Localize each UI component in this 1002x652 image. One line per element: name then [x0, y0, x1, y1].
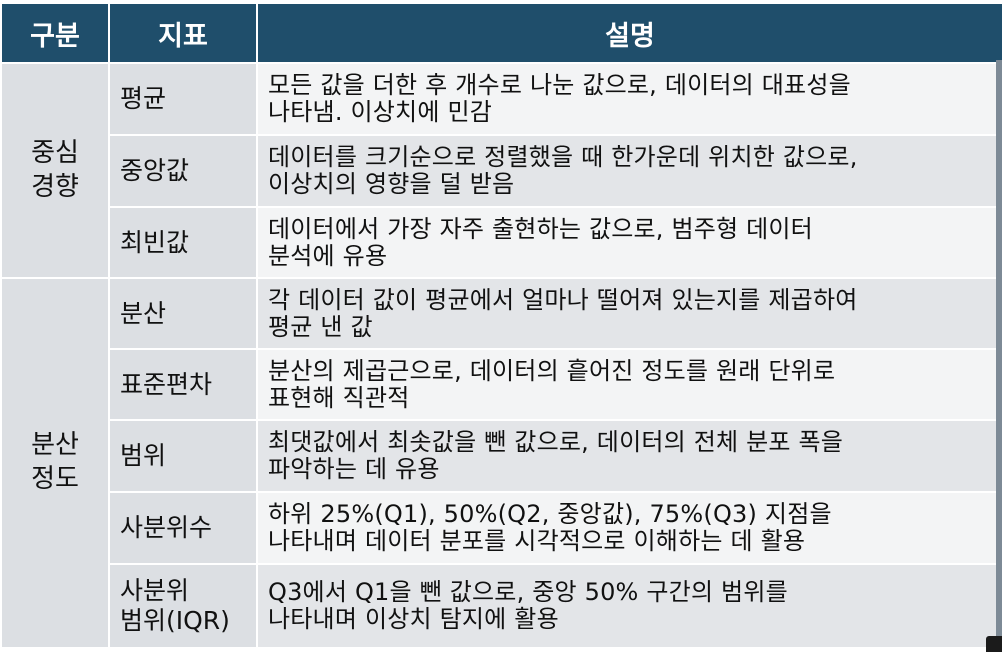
- description-line: 하위 25%(Q1), 50%(Q2, 중앙값), 75%(Q3) 지점을: [268, 500, 832, 528]
- category-central-tendency: 중심 경향: [0, 62, 110, 279]
- indicator-cell: 표준편차: [108, 348, 258, 421]
- table-row: 중앙값 데이터를 크기순으로 정렬했을 때 한가운데 위치한 값으로, 이상치의…: [1, 134, 1002, 208]
- description-line: 분산의 제곱근으로, 데이터의 흩어진 정도를 원래 단위로: [268, 356, 836, 385]
- header-description: 설명: [256, 2, 1002, 64]
- description-line: 최댓값에서 최솟값을 뺀 값으로, 데이터의 전체 분포 폭을: [268, 428, 844, 456]
- description-line: 모든 값을 더한 후 개수로 나눈 값으로, 데이터의 대표성을: [268, 71, 851, 99]
- indicator-label: 분산: [120, 298, 167, 328]
- description-line: 파악하는 데 유용: [268, 455, 440, 483]
- indicator-label: 범위: [120, 441, 167, 470]
- description-line: Q3에서 Q1을 뺀 값으로, 중앙 50% 구간의 범위를: [268, 578, 788, 606]
- table-row: 중심 경향 평균 모든 값을 더한 후 개수로 나눈 값으로, 데이터의 대표성…: [0, 62, 1002, 279]
- table-row: 분산 정도 분산 각 데이터 값이 평균에서 얼마나 떨어져 있는지를 제곱하여…: [0, 277, 1002, 649]
- header-category: 구분: [0, 2, 110, 64]
- indicator-cell: 범위: [108, 419, 258, 493]
- description-cell: 분산의 제곱근으로, 데이터의 흩어진 정도를 원래 단위로 표현해 직관적: [256, 348, 1002, 421]
- indicator-label: 사분위수: [120, 513, 213, 542]
- description-line: 나타내며 데이터 분포를 시각적으로 이해하는 데 활용: [268, 527, 806, 555]
- description-cell: 데이터에서 가장 자주 출현하는 값으로, 범주형 데이터 분석에 유용: [256, 206, 1002, 279]
- table-row: 표준편차 분산의 제곱근으로, 데이터의 흩어진 정도를 원래 단위로 표현해 …: [1, 348, 1002, 421]
- description-line: 평균 낸 값: [268, 312, 373, 341]
- indicator-label: 중앙값: [120, 156, 190, 185]
- description-line: 나타냄. 이상치에 민감: [268, 98, 493, 126]
- description-cell: Q3에서 Q1을 뺀 값으로, 중앙 50% 구간의 범위를 나타내며 이상치 …: [256, 563, 1002, 649]
- indicator-cell: 최빈값: [108, 206, 258, 279]
- table-row: 사분위수 하위 25%(Q1), 50%(Q2, 중앙값), 75%(Q3) 지…: [1, 491, 1002, 565]
- description-cell: 최댓값에서 최솟값을 뺀 값으로, 데이터의 전체 분포 폭을 파악하는 데 유…: [256, 419, 1002, 493]
- category-label-line: 경향: [31, 171, 79, 202]
- indicator-label: 평균: [120, 84, 167, 113]
- description-cell: 모든 값을 더한 후 개수로 나눈 값으로, 데이터의 대표성을 나타냄. 이상…: [256, 62, 1002, 136]
- header-row: 구분 지표 설명: [0, 2, 1002, 64]
- description-line: 데이터를 크기순으로 정렬했을 때 한가운데 위치한 값으로,: [268, 143, 858, 171]
- description-cell: 각 데이터 값이 평균에서 얼마나 떨어져 있는지를 제곱하여 평균 낸 값: [256, 277, 1002, 350]
- category-dispersion: 분산 정도: [0, 277, 110, 649]
- table-row: 최빈값 데이터에서 가장 자주 출현하는 값으로, 범주형 데이터 분석에 유용: [1, 206, 1002, 279]
- description-line: 각 데이터 값이 평균에서 얼마나 떨어져 있는지를 제곱하여: [268, 285, 858, 314]
- indicator-cell: 평균: [108, 62, 258, 136]
- indicator-cell: 분산: [108, 277, 258, 350]
- description-line: 데이터에서 가장 자주 출현하는 값으로, 범주형 데이터: [268, 214, 813, 243]
- table-row: 사분위 범위(IQR) Q3에서 Q1을 뺀 값으로, 중앙 50% 구간의 범…: [1, 563, 1002, 649]
- indicator-label: 범위(IQR): [120, 606, 230, 635]
- indicator-label: 표준편차: [120, 369, 213, 399]
- description-line: 분석에 유용: [268, 241, 388, 270]
- description-line: 나타내며 이상치 탐지에 활용: [268, 605, 559, 633]
- category-label-line: 중심: [31, 137, 79, 168]
- category-label-line: 분산: [31, 430, 79, 461]
- right-edge-shadow: [996, 60, 1002, 652]
- indicator-cell: 사분위 범위(IQR): [108, 563, 258, 649]
- indicator-label: 사분위: [120, 576, 190, 605]
- table-row: 범위 최댓값에서 최솟값을 뺀 값으로, 데이터의 전체 분포 폭을 파악하는 …: [1, 419, 1002, 493]
- indicator-cell: 중앙값: [108, 134, 258, 208]
- description-cell: 하위 25%(Q1), 50%(Q2, 중앙값), 75%(Q3) 지점을 나타…: [256, 491, 1002, 565]
- corner-mark: [986, 636, 1002, 652]
- description-line: 이상치의 영향을 덜 받음: [268, 170, 515, 198]
- indicator-label: 최빈값: [120, 227, 190, 257]
- header-indicator: 지표: [108, 2, 258, 64]
- description-line: 표현해 직관적: [268, 383, 410, 412]
- category-label-line: 정도: [31, 464, 79, 494]
- indicator-cell: 사분위수: [108, 491, 258, 565]
- description-cell: 데이터를 크기순으로 정렬했을 때 한가운데 위치한 값으로, 이상치의 영향을…: [256, 134, 1002, 208]
